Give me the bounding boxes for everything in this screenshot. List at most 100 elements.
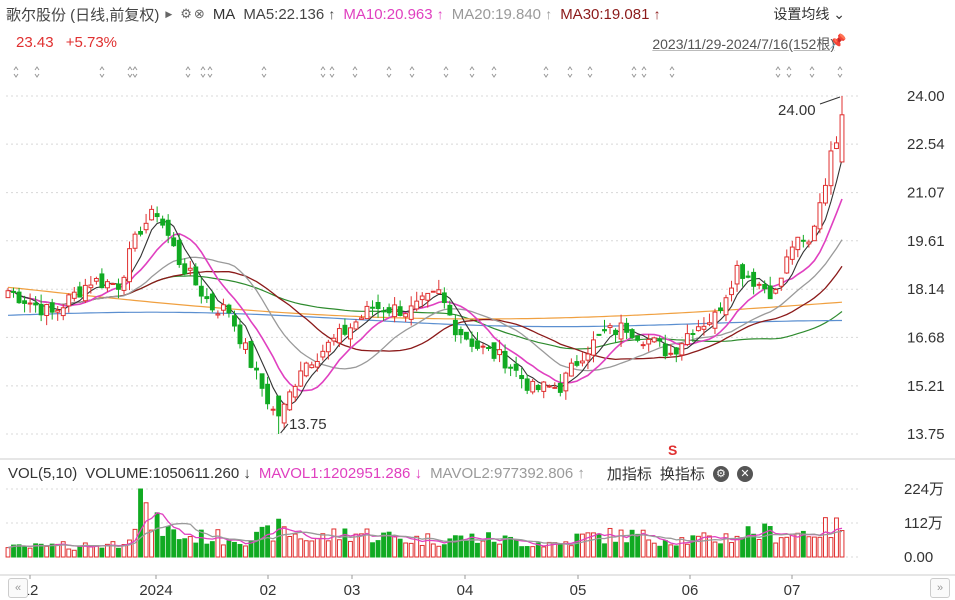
volume-bar [800, 530, 806, 558]
candle-body [635, 335, 641, 341]
candle-body [414, 300, 420, 310]
candle-body [695, 326, 701, 332]
add-indicator-button[interactable]: 加指标 [606, 466, 652, 483]
close-icon[interactable]: ⊗ [193, 6, 205, 21]
scroll-right-button[interactable]: » [930, 578, 950, 598]
volume-close-icon[interactable]: ✕ [736, 465, 753, 482]
candle-body [104, 281, 110, 289]
candle-body [574, 361, 580, 366]
candle-body [579, 360, 585, 364]
candle-body [679, 343, 685, 356]
volume-bar [171, 529, 177, 558]
volume-bar [149, 529, 155, 558]
volume-bar [16, 544, 22, 558]
volume-gear-icon[interactable]: ⚙ [712, 465, 729, 482]
volume-bar [684, 543, 690, 558]
candle-body [701, 325, 707, 330]
event-marker [587, 66, 593, 78]
candle-body [568, 362, 574, 377]
volume-bar [773, 542, 779, 558]
candle-body [392, 304, 398, 318]
volume-bar [375, 540, 381, 558]
volume-bar [138, 488, 143, 558]
candle-body [486, 346, 491, 349]
x-tick-label: 05 [570, 582, 587, 599]
high-arrow [819, 96, 841, 105]
pin-icon[interactable]: 📌 [829, 33, 847, 49]
s-marker[interactable]: S [668, 442, 677, 458]
ma20-line [7, 239, 843, 372]
volume-bar [513, 539, 519, 558]
volume-bar [165, 526, 171, 558]
ma-settings-button[interactable]: 设置均线 ⌄ [773, 6, 845, 22]
price-tick-label: 21.07 [907, 185, 945, 202]
volume-bar [182, 538, 188, 558]
event-marker [837, 66, 843, 78]
volume-bar [751, 533, 757, 558]
volume-bar [55, 543, 61, 558]
date-range[interactable]: 2023/11/29-2024/7/16(152根) [652, 36, 835, 52]
candle-body [535, 384, 541, 391]
candle-body [149, 208, 155, 221]
candle-body [403, 313, 409, 318]
volume-bar [187, 536, 193, 558]
candle-body [325, 341, 331, 353]
volume-bar [563, 541, 569, 558]
volume-bar [817, 536, 823, 558]
candle-body [176, 239, 182, 265]
event-marker [386, 66, 392, 78]
candle-body [419, 295, 425, 301]
volume-bar [502, 535, 508, 558]
candle-body [154, 213, 160, 218]
x-tick-label: 02 [260, 582, 277, 599]
volume-bar [11, 544, 16, 558]
event-marker [567, 66, 573, 78]
volume-bar [160, 535, 166, 558]
volume-bar [607, 527, 613, 558]
candle-body [789, 246, 795, 260]
event-marker [786, 66, 792, 78]
candle-body [298, 370, 304, 387]
candle-body [546, 385, 552, 388]
candle-body [497, 349, 502, 356]
volume-bar [668, 544, 674, 558]
candle-body [292, 385, 298, 398]
volume-bar [414, 535, 420, 558]
volume-bar [193, 542, 199, 558]
switch-indicator-button[interactable]: 换指标 [659, 466, 705, 483]
candle-body [375, 301, 381, 310]
ma5-value: MA5:22.136 ↑ [243, 5, 336, 23]
volume-tick-label: 112万 [904, 515, 943, 532]
volume-bar [762, 523, 768, 558]
candle-body [77, 286, 83, 298]
candle-body [751, 271, 757, 287]
candle-body [734, 264, 740, 285]
last-price: 23.43 [16, 34, 54, 51]
volume-bar [198, 529, 204, 558]
stock-title[interactable]: 歌尔股份 (日线,前复权) [6, 6, 160, 24]
volume-bar [298, 538, 304, 558]
x-tick-label: 03 [344, 582, 361, 599]
volume-bar [458, 535, 464, 558]
candle-body [624, 322, 630, 333]
scroll-left-button[interactable]: « [8, 578, 28, 598]
candle-body [331, 337, 337, 342]
play-triangle-icon[interactable]: ▶ [165, 8, 173, 19]
volume-bar [651, 542, 657, 558]
candle-body [806, 241, 812, 245]
x-tick-label: 04 [457, 582, 474, 599]
moving-average-lines [7, 159, 843, 406]
volume-tick-label: 0.00 [904, 549, 933, 566]
event-marker [132, 66, 138, 78]
volume-bar [386, 531, 392, 558]
volume-bar [596, 533, 602, 558]
event-marker [469, 66, 475, 78]
ma-label: MA [212, 5, 236, 23]
volume-bar [348, 540, 353, 558]
volume-bar [22, 545, 28, 558]
candle-body [254, 367, 259, 371]
volume-title: VOL(5,10) [8, 465, 78, 482]
gear-icon[interactable]: ⚙ [180, 6, 192, 21]
